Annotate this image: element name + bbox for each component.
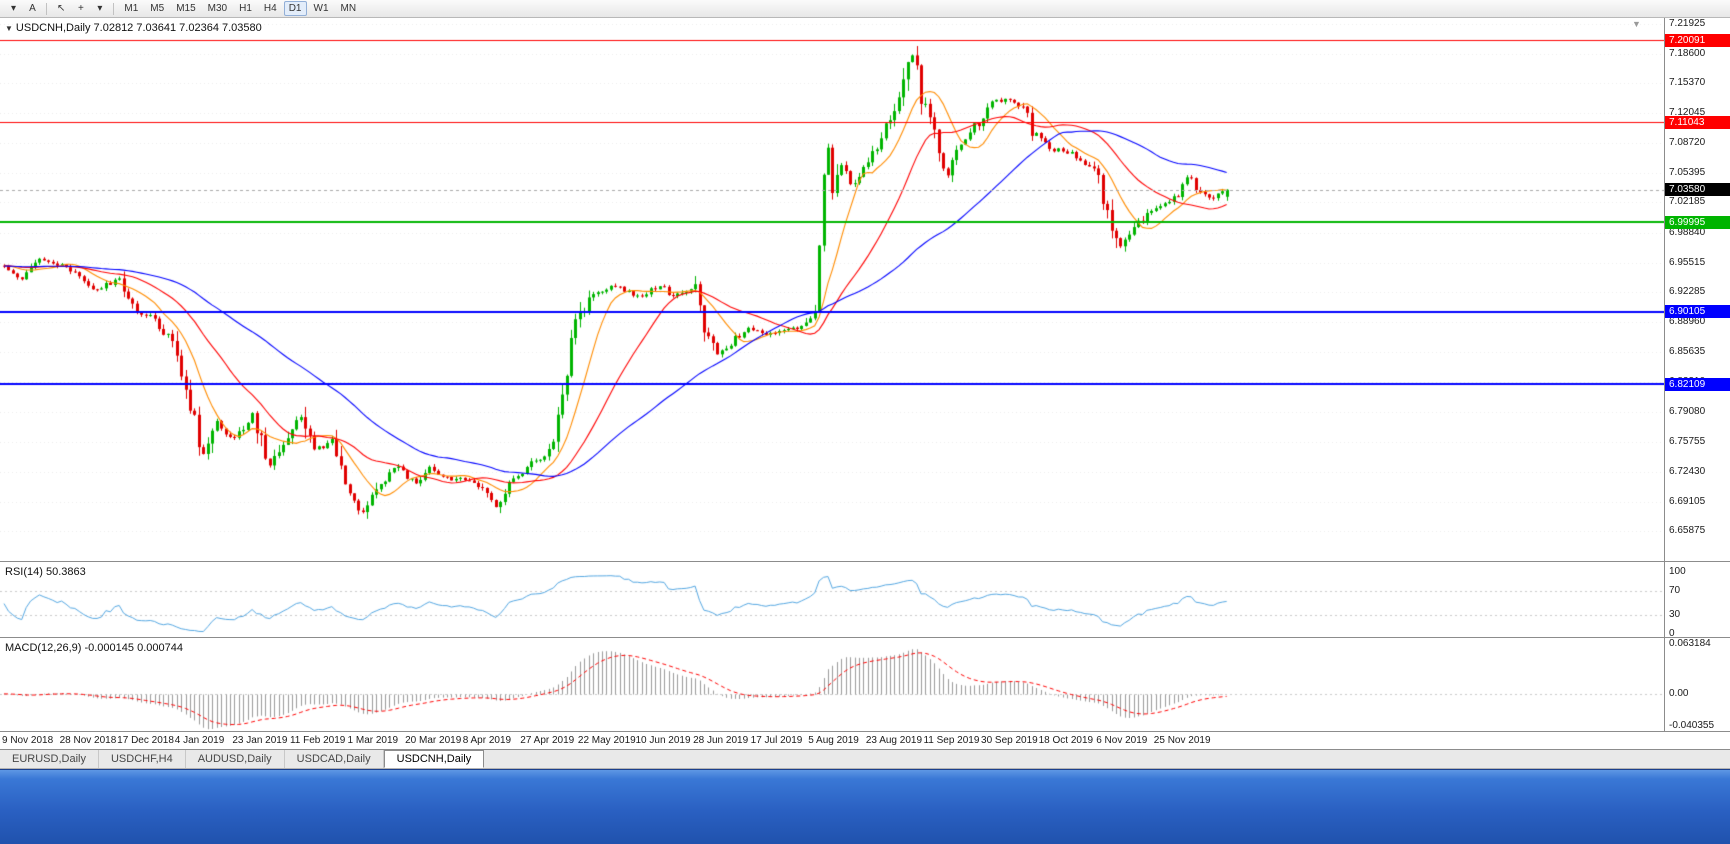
rsi-axis-label: 0 [1669, 628, 1675, 639]
price-tick-label: 7.08720 [1669, 137, 1706, 149]
bid-price-badge: 7.03580 [1665, 183, 1730, 197]
price-tick-label: 7.12045 [1669, 107, 1706, 119]
price-tick-label: 6.98840 [1669, 226, 1706, 238]
timeframe-button-w1[interactable]: W1 [313, 3, 329, 14]
price-line-badge: 7.20091 [1665, 33, 1730, 47]
chart-tab-usdchf-h4[interactable]: USDCHF,H4 [99, 750, 186, 768]
timeframe-button-m30[interactable]: M30 [207, 3, 228, 14]
price-tick-label: 7.15370 [1669, 77, 1706, 88]
timeframe-button-h4[interactable]: H4 [263, 3, 277, 14]
price-tick-label: 6.92285 [1669, 286, 1706, 298]
date-label: 25 Nov 2019 [1153, 735, 1211, 746]
cursor-tool-icon[interactable]: ↖ [57, 3, 66, 14]
date-label: 27 Apr 2019 [520, 735, 575, 746]
time-axis[interactable]: 9 Nov 2018 28 Nov 2018 17 Dec 2018 4 Jan 20… [0, 732, 1730, 750]
timeframe-button-m15[interactable]: M15 [176, 3, 196, 14]
charts-dropdown-icon[interactable]: ▾ [10, 3, 17, 14]
toolbar-separator [113, 2, 115, 15]
date-label: 6 Nov 2019 [1096, 735, 1148, 746]
price-line-badge: 6.90105 [1665, 305, 1730, 319]
macd-label: MACD(12,26,9) -0.000145 0.000744 [5, 642, 183, 654]
tools-dropdown-icon[interactable]: ▾ [97, 3, 103, 14]
rsi-axis-label: 70 [1669, 584, 1681, 596]
price-tick-label: 7.21925 [1669, 17, 1706, 29]
date-label: 5 Aug 2019 [808, 735, 859, 746]
date-label: 17 Jul 2019 [750, 735, 803, 746]
date-label: 30 Sep 2019 [981, 735, 1038, 746]
toolbar: ▾ A ↖ + ▾ M1 M5 M15 M30 H1 H4 D1 W1 MN [0, 0, 1730, 18]
price-tick-label: 6.75755 [1669, 435, 1706, 447]
symbol-triangle-icon: ▼ [5, 24, 13, 33]
date-label: 28 Jun 2019 [693, 735, 749, 746]
chart-tab-usdcad-daily[interactable]: USDCAD,Daily [285, 750, 384, 768]
price-tick-label: 7.18600 [1669, 47, 1706, 59]
chart-ohlc-label: USDCNH,Daily 7.02812 7.03641 7.02364 7.0… [15, 22, 262, 34]
rsi-axis-label: 100 [1669, 566, 1686, 577]
macd-axis[interactable]: 0.063184 0.00 -0.040355 [1664, 638, 1730, 731]
price-tick-label: 7.02185 [1669, 196, 1706, 208]
price-line-badge: 7.11043 [1665, 115, 1730, 129]
price-line-badge: 6.99995 [1665, 215, 1730, 229]
timeframe-button-m1[interactable]: M1 [124, 3, 139, 14]
date-label: 1 Mar 2019 [347, 735, 399, 746]
taskbar [0, 769, 1730, 844]
crosshair-tool-icon[interactable]: + [77, 3, 84, 14]
macd-canvas[interactable] [0, 638, 1664, 730]
price-tick-label: 6.79080 [1669, 405, 1706, 417]
date-label: 17 Dec 2018 [117, 735, 174, 746]
price-tick-label: 6.69105 [1669, 496, 1706, 508]
price-chart-canvas[interactable] [0, 18, 1664, 560]
timeframe-button-h1[interactable]: H1 [239, 3, 252, 14]
date-label: 23 Jan 2019 [232, 735, 288, 746]
timeframe-button-m5[interactable]: M5 [150, 3, 165, 14]
date-label: 11 Feb 2019 [289, 735, 346, 746]
timeframe-button-d1[interactable]: D1 [283, 1, 307, 16]
date-label: 20 Mar 2019 [405, 735, 462, 746]
price-line-badge: 6.82109 [1665, 377, 1730, 391]
rsi-canvas[interactable] [0, 562, 1664, 636]
rsi-axis[interactable]: 100 70 30 0 [1664, 562, 1730, 639]
date-label: 18 Oct 2019 [1038, 735, 1094, 746]
price-tick-label: 6.72430 [1669, 465, 1706, 477]
price-tick-label: 6.65875 [1669, 525, 1706, 537]
price-axis[interactable]: 7.21925 7.18600 7.15370 7.12045 7.08720 7.053… [1664, 18, 1730, 561]
macd-panel: MACD(12,26,9) -0.000145 0.000744 0.06318… [0, 638, 1730, 732]
chart-tab-usdcnh-daily[interactable]: USDCNH,Daily [383, 750, 485, 768]
date-label: 22 May 2019 [577, 735, 636, 746]
price-tick-label: 6.88960 [1669, 316, 1706, 328]
chart-title: ▼ USDCNH,Daily 7.02812 7.03641 7.02364 7.… [5, 22, 262, 34]
macd-axis-label: 0.063184 [1669, 638, 1711, 649]
chart-tab-audusd-daily[interactable]: AUDUSD,Daily [186, 750, 285, 768]
rsi-panel: RSI(14) 50.3863 100 70 30 0 [0, 562, 1730, 639]
text-tool-icon[interactable]: A [29, 3, 36, 14]
date-label: 11 Sep 2019 [923, 735, 980, 746]
rsi-label: RSI(14) 50.3863 [5, 566, 86, 578]
timeframe-button-mn[interactable]: MN [340, 3, 357, 14]
date-label: 4 Jan 2019 [174, 735, 225, 746]
date-label: 10 Jun 2019 [635, 735, 691, 746]
rsi-axis-label: 30 [1669, 609, 1681, 621]
macd-axis-label: 0.00 [1669, 688, 1689, 700]
chart-tab-eurusd-daily[interactable]: EURUSD,Daily [0, 750, 99, 768]
price-tick-label: 6.85635 [1669, 346, 1706, 358]
toolbar-separator [46, 2, 47, 15]
chart-shift-marker[interactable]: ▼ [1632, 19, 1641, 29]
macd-axis-label: -0.040355 [1669, 720, 1715, 731]
price-chart-panel: ▼ USDCNH,Daily 7.02812 7.03641 7.02364 7.… [0, 18, 1730, 562]
date-label: 9 Nov 2018 [2, 735, 54, 746]
date-label: 23 Aug 2019 [865, 735, 923, 746]
chart-tabs-bar: EURUSD,Daily USDCHF,H4 AUDUSD,Daily USDCAD,… [0, 750, 1730, 769]
price-tick-label: 7.05395 [1669, 167, 1706, 179]
price-tick-label: 6.95515 [1669, 256, 1706, 268]
date-label: 28 Nov 2018 [59, 735, 117, 746]
date-label: 8 Apr 2019 [462, 735, 512, 746]
